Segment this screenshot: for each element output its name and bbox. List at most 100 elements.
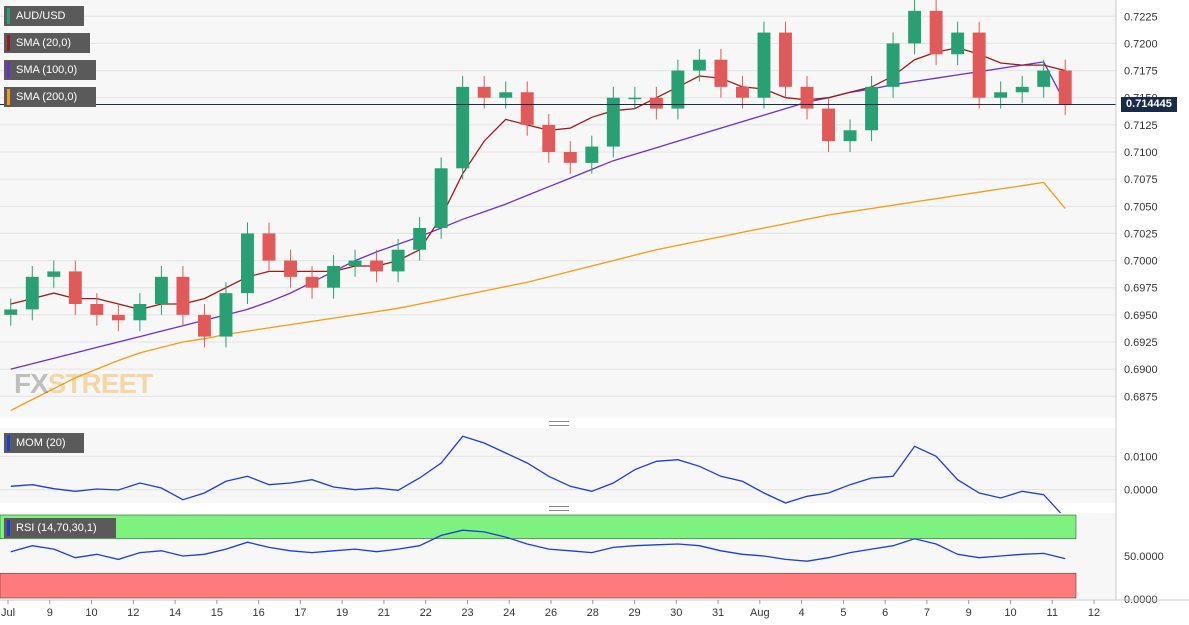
y-tick-label: 0.6975 bbox=[1124, 283, 1158, 295]
legend-label: SMA (200,0) bbox=[16, 91, 78, 103]
candle-body bbox=[972, 32, 986, 98]
candle-body bbox=[886, 43, 900, 87]
x-tick-label: 24 bbox=[503, 607, 515, 619]
candle-body bbox=[133, 304, 147, 321]
x-tick-label: 11 bbox=[1047, 607, 1058, 619]
candle-body bbox=[434, 168, 448, 228]
pane-splitter-2[interactable] bbox=[549, 506, 569, 511]
candle-body bbox=[865, 86, 879, 131]
candle-body bbox=[68, 271, 82, 304]
candle-body bbox=[284, 260, 297, 277]
legend-aud-usd[interactable]: AUD/USD bbox=[4, 6, 84, 26]
y-tick-label: 0.7000 bbox=[1124, 256, 1158, 268]
candle bbox=[477, 76, 491, 109]
candle-body bbox=[520, 92, 534, 125]
x-tick-label: 19 bbox=[336, 607, 348, 619]
candle-body bbox=[779, 32, 792, 87]
y-tick-label: 0.6925 bbox=[1124, 337, 1158, 349]
sma200-polyline bbox=[10, 181, 1066, 411]
candle-body bbox=[348, 260, 362, 266]
candle bbox=[25, 266, 39, 321]
watermark-part2: STREET bbox=[47, 368, 153, 399]
candle bbox=[779, 21, 792, 98]
x-tick-label: Jul bbox=[1, 607, 15, 619]
x-tick-label: 30 bbox=[670, 607, 682, 619]
legend-label: MOM (20) bbox=[16, 437, 66, 449]
candle bbox=[241, 222, 254, 304]
candle bbox=[456, 76, 470, 180]
candle bbox=[649, 86, 663, 120]
candle bbox=[800, 76, 814, 120]
x-tick-label: 21 bbox=[378, 607, 390, 619]
x-tick-label: 12 bbox=[1088, 607, 1100, 619]
candle bbox=[4, 298, 18, 326]
watermark-part1: FX bbox=[14, 368, 49, 399]
candle bbox=[585, 135, 599, 174]
price-y-axis: 0.72250.72000.71750.71500.71250.71000.70… bbox=[1124, 11, 1158, 403]
legend-label: AUD/USD bbox=[16, 10, 66, 22]
legend-sma200[interactable]: SMA (200,0) bbox=[4, 87, 96, 107]
candle-body bbox=[822, 108, 835, 142]
y-tick-label: 0.7200 bbox=[1124, 38, 1158, 50]
mom-tick-label: 0.0000 bbox=[1124, 485, 1158, 497]
legend-swatch-sma200 bbox=[7, 89, 10, 105]
legend-label: RSI (14,70,30,1) bbox=[16, 522, 97, 534]
candle-body bbox=[154, 276, 168, 304]
y-tick-label: 0.6950 bbox=[1124, 310, 1158, 322]
mom-pane-background bbox=[0, 428, 1116, 503]
mom-y-axis: 0.0100 0.0000 bbox=[1124, 451, 1158, 496]
candle bbox=[111, 304, 125, 332]
mom-polyline bbox=[10, 435, 1066, 519]
candle-body bbox=[800, 86, 814, 109]
candle-body bbox=[692, 59, 706, 71]
candle-body bbox=[197, 314, 211, 337]
candle-body bbox=[951, 32, 965, 55]
candle bbox=[262, 222, 276, 272]
rsi-polyline bbox=[10, 529, 1066, 562]
y-tick-label: 0.7175 bbox=[1124, 66, 1158, 78]
candle-body bbox=[456, 86, 470, 169]
x-axis: Jul 9 10 12 14 15 16 17 19 21 22 23 24 26 28 29 30 31 Aug 4… bbox=[1, 600, 1100, 619]
sma200-line bbox=[10, 181, 1066, 411]
candle bbox=[757, 21, 771, 109]
candle bbox=[563, 141, 577, 174]
y-tick-label: 0.6875 bbox=[1124, 391, 1158, 403]
candle-body bbox=[25, 276, 39, 310]
candle bbox=[692, 48, 706, 82]
legend-swatch-pair bbox=[7, 8, 10, 24]
pane-splitter-1[interactable] bbox=[549, 421, 569, 426]
legend-sma20[interactable]: SMA (20,0) bbox=[4, 33, 90, 53]
y-tick-label: 0.7100 bbox=[1124, 147, 1158, 159]
candle bbox=[327, 255, 341, 299]
candle-body bbox=[735, 86, 749, 98]
candle bbox=[391, 238, 405, 283]
price-pane-background bbox=[0, 0, 1116, 418]
candle bbox=[520, 81, 534, 136]
x-tick-label: 9 bbox=[966, 607, 972, 619]
candle bbox=[822, 97, 835, 152]
candle-body bbox=[628, 97, 642, 100]
x-tick-label: 7 bbox=[924, 607, 930, 619]
candle bbox=[542, 114, 556, 163]
legend-rsi[interactable]: RSI (14,70,30,1) bbox=[4, 518, 116, 538]
mom-grid bbox=[0, 455, 1116, 491]
x-tick-label: Aug bbox=[750, 607, 770, 619]
legend-sma100[interactable]: SMA (100,0) bbox=[4, 60, 96, 80]
x-tick-label: 16 bbox=[252, 607, 264, 619]
candle bbox=[972, 21, 986, 109]
candle-body bbox=[176, 276, 190, 315]
candle bbox=[886, 32, 900, 98]
candle-body bbox=[606, 97, 620, 147]
legend-mom[interactable]: MOM (20) bbox=[4, 433, 84, 453]
candle bbox=[176, 266, 190, 326]
candle bbox=[951, 21, 965, 66]
x-tick-label: 10 bbox=[1004, 607, 1016, 619]
candle-body bbox=[219, 293, 233, 337]
candle-body bbox=[90, 304, 104, 315]
candle-body bbox=[994, 92, 1008, 98]
candle-body bbox=[305, 276, 319, 288]
candle bbox=[1037, 59, 1051, 98]
candle-body bbox=[241, 233, 254, 294]
